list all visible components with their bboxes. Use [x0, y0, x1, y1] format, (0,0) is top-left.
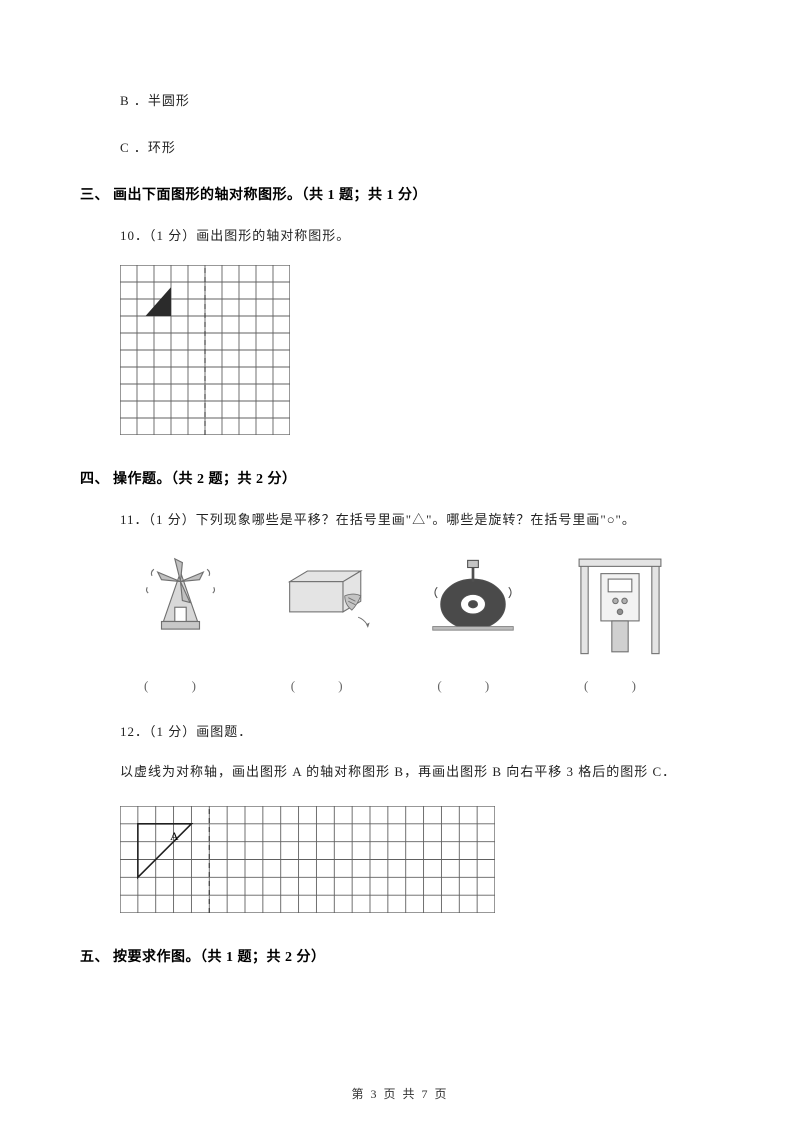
question-11: 11．（1 分）下列现象哪些是平移？在括号里画"△"。哪些是旋转？在括号里画"○…: [120, 510, 720, 531]
q11-paren-row: ( ) ( ) ( ) ( ): [120, 678, 680, 694]
svg-text:A: A: [170, 829, 179, 843]
q11-img-windmill: [120, 555, 240, 670]
figure-q10-grid: [120, 265, 720, 440]
paren-2: ( ): [267, 678, 387, 694]
q11-img-box: [267, 555, 387, 670]
paren-3: ( ): [413, 678, 533, 694]
q11-image-row: [120, 555, 680, 670]
question-12: 12．（1 分）画图题．: [120, 722, 720, 743]
page-footer: 第 3 页 共 7 页: [0, 1085, 800, 1102]
figure-q12-grid: A: [120, 806, 720, 918]
option-b: B ．半圆形: [120, 90, 720, 109]
section-4-heading: 四、 操作题。（共 2 题；共 2 分）: [80, 468, 720, 488]
section-5-heading: 五、 按要求作图。（共 1 题；共 2 分）: [80, 946, 720, 966]
paren-4: ( ): [560, 678, 680, 694]
question-10: 10．（1 分）画出图形的轴对称图形。: [120, 226, 720, 247]
q11-img-wheel: [413, 555, 533, 670]
question-12-body: 以虚线为对称轴，画出图形 A 的轴对称图形 B，再画出图形 B 向右平移 3 格…: [120, 760, 720, 783]
q11-img-meter: [560, 555, 680, 670]
section-3-heading: 三、 画出下面图形的轴对称图形。（共 1 题；共 1 分）: [80, 184, 720, 204]
option-c: C ．环形: [120, 137, 720, 156]
paren-1: ( ): [120, 678, 240, 694]
